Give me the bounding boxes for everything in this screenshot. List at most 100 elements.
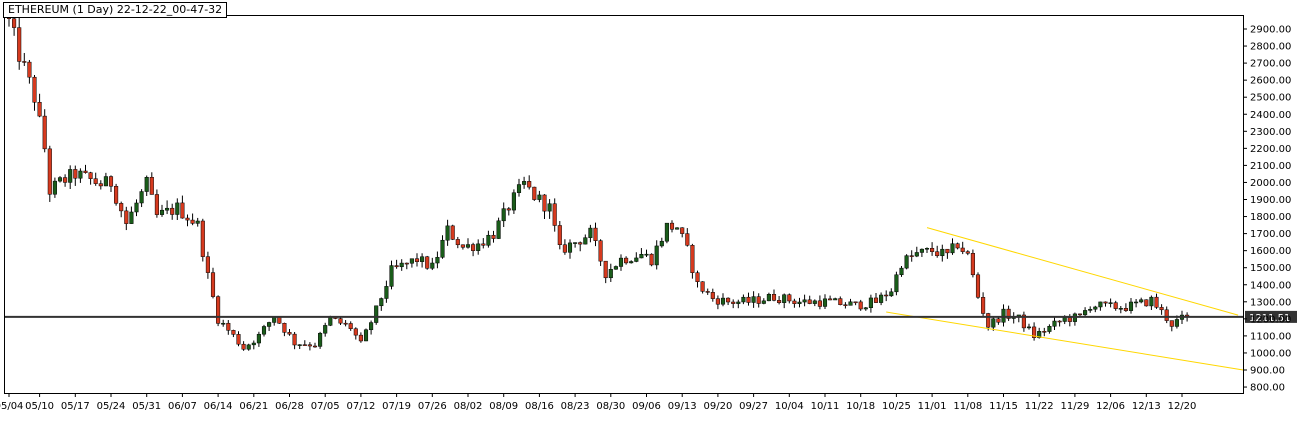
y-tick-label: 1100.00	[1250, 331, 1291, 342]
candle-body-up	[328, 316, 333, 326]
candle	[924, 247, 930, 254]
y-tick-label: 900.00	[1250, 366, 1285, 377]
candle-body-up	[644, 253, 649, 256]
candle	[567, 239, 573, 259]
candle	[654, 240, 659, 270]
candle	[292, 331, 297, 350]
candle	[1154, 293, 1159, 309]
candle-body-up	[52, 180, 57, 195]
candle-body-down	[777, 300, 782, 303]
candle	[68, 165, 73, 189]
candle	[782, 293, 787, 309]
candle-body-down	[292, 333, 297, 346]
candle-body-down	[715, 298, 720, 305]
candle	[1001, 304, 1006, 327]
candle-body-down	[32, 76, 37, 103]
x-tick-label: 10/25	[882, 401, 911, 412]
candle	[710, 288, 715, 302]
candle	[256, 331, 261, 347]
candle	[552, 198, 557, 232]
candle	[241, 341, 246, 351]
upper-trendline	[926, 227, 1239, 316]
candle-body-up	[1128, 301, 1134, 311]
candle-body-down	[578, 242, 583, 245]
candle-body-up	[297, 344, 302, 346]
price-tag-label: 1211.51	[1249, 313, 1290, 324]
candle	[1159, 304, 1164, 315]
x-tick-label: 08/16	[525, 401, 554, 412]
candle	[792, 298, 797, 308]
candle-body-down	[685, 233, 690, 246]
candle	[1169, 320, 1174, 332]
x-tick-label: 12/06	[1096, 401, 1125, 412]
candle	[624, 256, 629, 265]
candle-body-down	[532, 186, 537, 200]
candle	[119, 201, 124, 218]
candle-body-down	[1042, 331, 1047, 333]
candle	[369, 320, 374, 335]
candle	[975, 272, 981, 299]
candle	[1103, 301, 1108, 307]
candle	[1113, 300, 1118, 311]
candle-body-up	[868, 297, 873, 308]
candle	[440, 235, 445, 259]
candle	[593, 222, 598, 247]
candle-body-down	[955, 243, 960, 249]
candle	[1118, 305, 1123, 314]
candle	[282, 322, 287, 337]
candle-body-down	[1067, 317, 1072, 322]
candle	[1047, 324, 1052, 334]
candle-body-down	[190, 219, 195, 224]
x-tick-label: 07/12	[346, 401, 375, 412]
candle	[261, 324, 267, 337]
candle	[527, 175, 532, 190]
candle-body-up	[440, 239, 445, 258]
candle	[894, 271, 899, 296]
candle	[323, 322, 328, 337]
candle-body-up	[384, 286, 389, 299]
x-tick-label: 11/29	[1060, 401, 1089, 412]
candle-body-down	[787, 294, 792, 302]
candle-body-down	[817, 300, 822, 307]
candle	[522, 176, 527, 189]
candle	[394, 259, 399, 269]
candle	[139, 189, 144, 208]
candle	[425, 255, 430, 270]
x-tick-label: 11/22	[1025, 401, 1054, 412]
plot-frame	[4, 15, 1244, 394]
candle-body-down	[119, 203, 124, 212]
candle-body-down	[241, 343, 246, 350]
candle-body-down	[37, 102, 42, 117]
candle	[134, 199, 139, 217]
candle-body-down	[338, 318, 343, 324]
candle-body-up	[1052, 320, 1057, 327]
candle-body-up	[369, 322, 374, 331]
candle	[828, 295, 833, 301]
candle	[700, 281, 705, 294]
candle	[496, 217, 501, 239]
candle	[435, 251, 440, 269]
trendlines-group	[886, 227, 1244, 371]
candle-body-down	[1006, 308, 1011, 319]
candle	[1134, 299, 1139, 308]
candle-body-up	[761, 300, 766, 304]
candle	[945, 248, 950, 259]
candle-body-down	[506, 208, 511, 211]
candle	[1144, 299, 1149, 307]
candle-body-down	[557, 225, 562, 245]
candle	[1098, 301, 1103, 311]
candle	[124, 206, 129, 231]
candle-body-down	[1164, 309, 1169, 321]
candle-body-up	[879, 294, 884, 303]
candle-body-up	[144, 177, 149, 192]
candle	[822, 294, 828, 310]
candle	[1057, 320, 1062, 327]
candle	[57, 176, 63, 183]
candle	[1021, 311, 1026, 332]
candle-body-down	[807, 299, 812, 304]
candle-body-up	[363, 329, 369, 342]
candle	[185, 214, 190, 227]
candle	[996, 317, 1001, 325]
candle-body-down	[695, 272, 700, 282]
candle-body-down	[965, 251, 970, 254]
